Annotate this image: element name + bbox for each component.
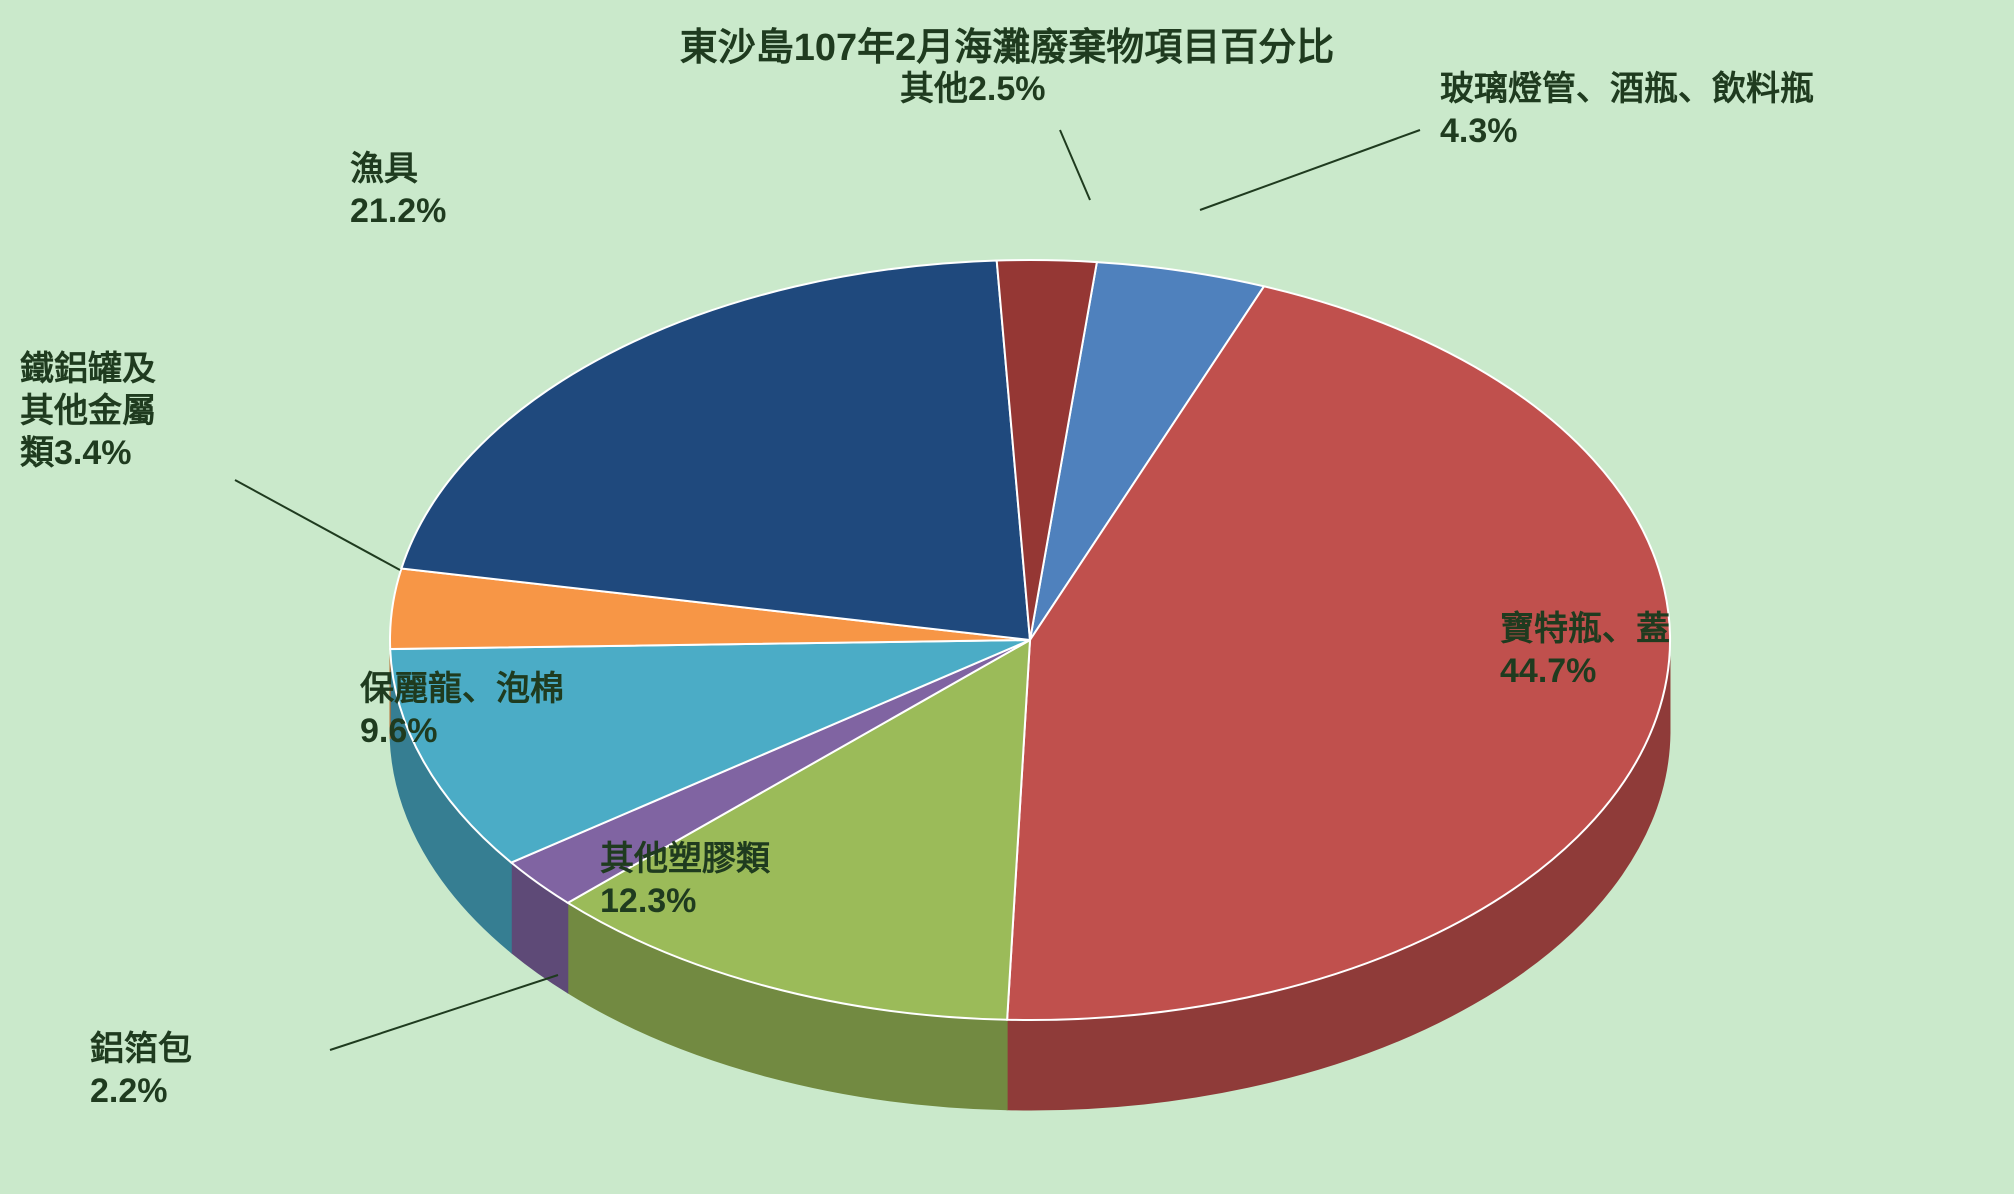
- pie-chart-svg: 東沙島107年2月海灘廢棄物項目百分比玻璃燈管、酒瓶、飲料瓶 4.3% 寶特瓶、蓋 4…: [0, 0, 2014, 1194]
- slice-label-line: 9.6%: [360, 712, 438, 750]
- chart-title: 東沙島107年2月海灘廢棄物項目百分比: [680, 27, 1335, 69]
- slice-label-line: 2.2%: [90, 1072, 168, 1110]
- slice-label-line: 類3.4%: [20, 434, 132, 472]
- slice-label-line: 21.2%: [350, 192, 446, 230]
- slice-label-line: 鐵鋁罐及: [20, 350, 156, 388]
- slice-label-line: 其他2.5%: [900, 70, 1046, 108]
- slice-label-line: 漁具: [350, 150, 418, 188]
- slice-label: 其他2.5%: [900, 70, 1046, 108]
- slice-label-line: 其他金屬: [20, 391, 156, 430]
- slice-label-line: 玻璃燈管、酒瓶、飲料瓶: [1440, 70, 1814, 108]
- pie-chart-container: 東沙島107年2月海灘廢棄物項目百分比玻璃燈管、酒瓶、飲料瓶 4.3% 寶特瓶、蓋 4…: [0, 0, 2014, 1194]
- slice-label-line: 12.3%: [600, 882, 696, 920]
- slice-label-line: 44.7%: [1500, 652, 1596, 690]
- slice-label-line: 寶特瓶、蓋: [1500, 609, 1670, 648]
- slice-label-line: 4.3%: [1440, 112, 1518, 150]
- slice-label-line: 鋁箔包: [90, 1030, 192, 1068]
- slice-label-line: 其他塑膠類: [600, 840, 771, 878]
- slice-label-line: 保麗龍、泡棉: [360, 670, 564, 708]
